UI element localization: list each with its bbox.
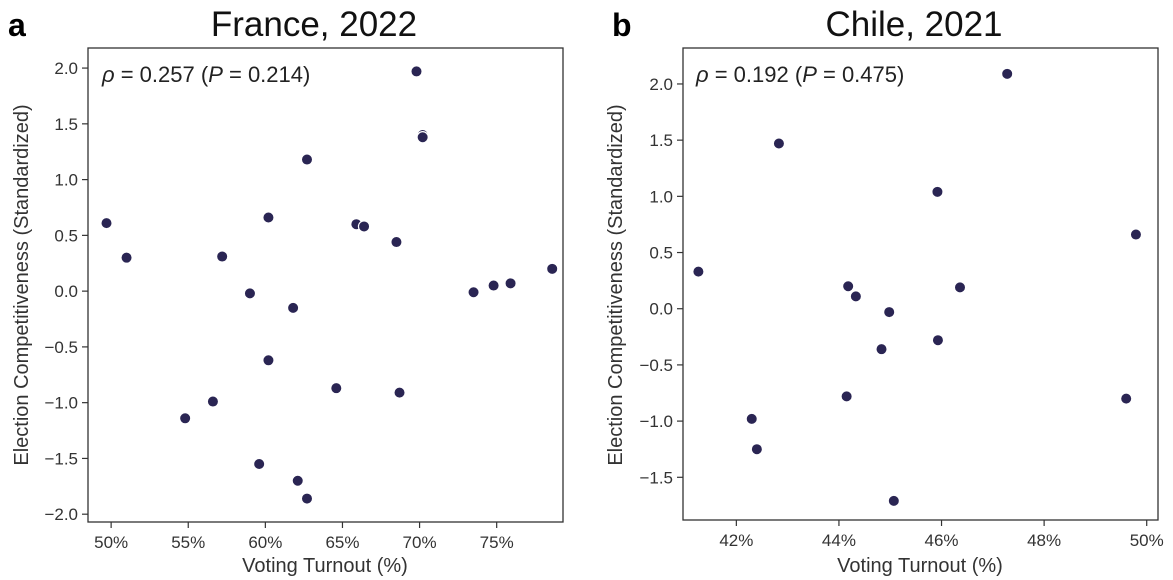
panel-a-x-axis-label: Voting Turnout (%) <box>242 555 408 577</box>
y-tick-label: −0.5 <box>639 356 673 375</box>
data-point <box>243 287 257 300</box>
panel-a-p-value: = 0.214) <box>223 62 310 87</box>
data-point <box>849 290 863 303</box>
data-point <box>1129 228 1143 241</box>
data-point <box>416 131 429 144</box>
data-point <box>692 265 705 278</box>
y-tick-label: 2.0 <box>54 59 78 78</box>
y-tick-label: 0.0 <box>649 300 673 319</box>
x-tick-label: 70% <box>403 533 437 552</box>
y-tick-label: 0.5 <box>649 244 673 263</box>
panel-a-points <box>100 65 559 505</box>
x-tick-label: 50% <box>1130 531 1164 550</box>
panel-b-rho-symbol: ρ <box>695 62 709 87</box>
data-point <box>410 65 423 78</box>
data-point <box>215 250 229 263</box>
panel-b-points <box>692 67 1143 508</box>
y-tick-label: −2.0 <box>44 505 78 524</box>
panel-b-p-symbol: P <box>802 62 817 87</box>
panel-a-y-axis-label: Election Competitiveness (Standardized) <box>11 104 33 465</box>
data-point <box>1000 67 1014 81</box>
data-point <box>206 395 220 408</box>
panel-a-x-axis: 50% 55% 60% 65% 70% 75% <box>94 522 514 552</box>
y-tick-label: 1.5 <box>649 131 673 150</box>
data-point <box>931 333 945 347</box>
panel-letter-a: a <box>8 7 26 43</box>
data-point <box>487 279 500 292</box>
x-tick-label: 42% <box>719 531 753 550</box>
data-point <box>252 457 266 471</box>
data-point <box>1119 392 1133 405</box>
y-tick-label: −0.5 <box>44 338 78 357</box>
data-point <box>291 474 304 487</box>
data-point <box>120 251 133 264</box>
data-point <box>300 492 314 505</box>
panel-a-y-axis: 2.0 1.5 1.0 0.5 0.0 −0.5 −1.0 −1.5 −2.0 <box>44 59 88 524</box>
panel-b-x-axis-label: Voting Turnout (%) <box>837 555 1003 577</box>
y-tick-label: 0.5 <box>54 226 78 245</box>
y-tick-label: 1.0 <box>54 171 78 190</box>
x-tick-label: 75% <box>480 533 514 552</box>
panel-a-correlation-annotation: ρ = 0.257 (P = 0.214) <box>101 62 310 87</box>
data-point <box>953 281 967 294</box>
data-point <box>286 301 300 315</box>
data-point <box>750 443 764 456</box>
y-tick-label: 0.0 <box>54 282 78 301</box>
panel-a-plot-frame <box>87 47 564 523</box>
data-point <box>546 262 559 276</box>
data-point <box>875 342 888 356</box>
data-point <box>262 354 275 367</box>
data-point <box>745 412 758 426</box>
y-tick-label: 2.0 <box>649 75 673 94</box>
data-point <box>841 280 855 293</box>
data-point <box>262 211 275 224</box>
panel-b-p-value: = 0.475) <box>817 62 904 87</box>
y-tick-label: −1.5 <box>639 468 673 487</box>
panel-b-correlation-annotation: ρ = 0.192 (P = 0.475) <box>695 62 904 87</box>
panel-a-rho-symbol: ρ <box>101 62 115 87</box>
panel-a: a France, 2022 ρ = 0.257 (P = 0.214) 50%… <box>8 5 564 577</box>
data-point <box>300 153 314 166</box>
panel-b-rho-value: = 0.192 ( <box>709 62 803 87</box>
data-point <box>178 412 192 425</box>
data-point <box>393 386 406 399</box>
panel-letter-b: b <box>612 7 632 43</box>
data-point <box>467 286 480 299</box>
data-point <box>100 216 113 230</box>
data-point <box>357 220 371 233</box>
data-point <box>887 494 901 508</box>
panel-a-p-symbol: P <box>208 62 223 87</box>
panel-b-title: Chile, 2021 <box>825 5 1002 44</box>
data-point <box>390 235 403 249</box>
x-tick-label: 55% <box>171 533 205 552</box>
x-tick-label: 46% <box>925 531 959 550</box>
x-tick-label: 65% <box>325 533 359 552</box>
y-tick-label: 1.5 <box>54 115 78 134</box>
data-point <box>931 185 944 199</box>
y-tick-label: −1.5 <box>44 449 78 468</box>
data-point <box>330 381 343 395</box>
data-point <box>504 277 517 290</box>
x-tick-label: 44% <box>822 531 856 550</box>
data-point <box>883 305 896 319</box>
panel-b: b Chile, 2021 ρ = 0.192 (P = 0.475) 42% 4… <box>605 5 1164 577</box>
panel-b-y-axis-label: Election Competitiveness (Standardized) <box>605 104 627 465</box>
y-tick-label: −1.0 <box>639 412 673 431</box>
data-point <box>840 390 853 403</box>
panel-a-rho-value: = 0.257 ( <box>115 62 209 87</box>
panel-a-title: France, 2022 <box>211 5 417 44</box>
y-tick-label: −1.0 <box>44 394 78 413</box>
y-tick-label: 1.0 <box>649 187 673 206</box>
data-point <box>772 137 786 150</box>
panel-b-x-axis: 42% 44% 46% 48% 50% <box>719 520 1164 550</box>
x-tick-label: 50% <box>94 533 128 552</box>
panel-b-plot-frame <box>682 47 1159 521</box>
x-tick-label: 60% <box>248 533 282 552</box>
x-tick-label: 48% <box>1027 531 1061 550</box>
panel-b-y-axis: 2.0 1.5 1.0 0.5 0.0 −0.5 −1.0 −1.5 <box>639 75 683 487</box>
